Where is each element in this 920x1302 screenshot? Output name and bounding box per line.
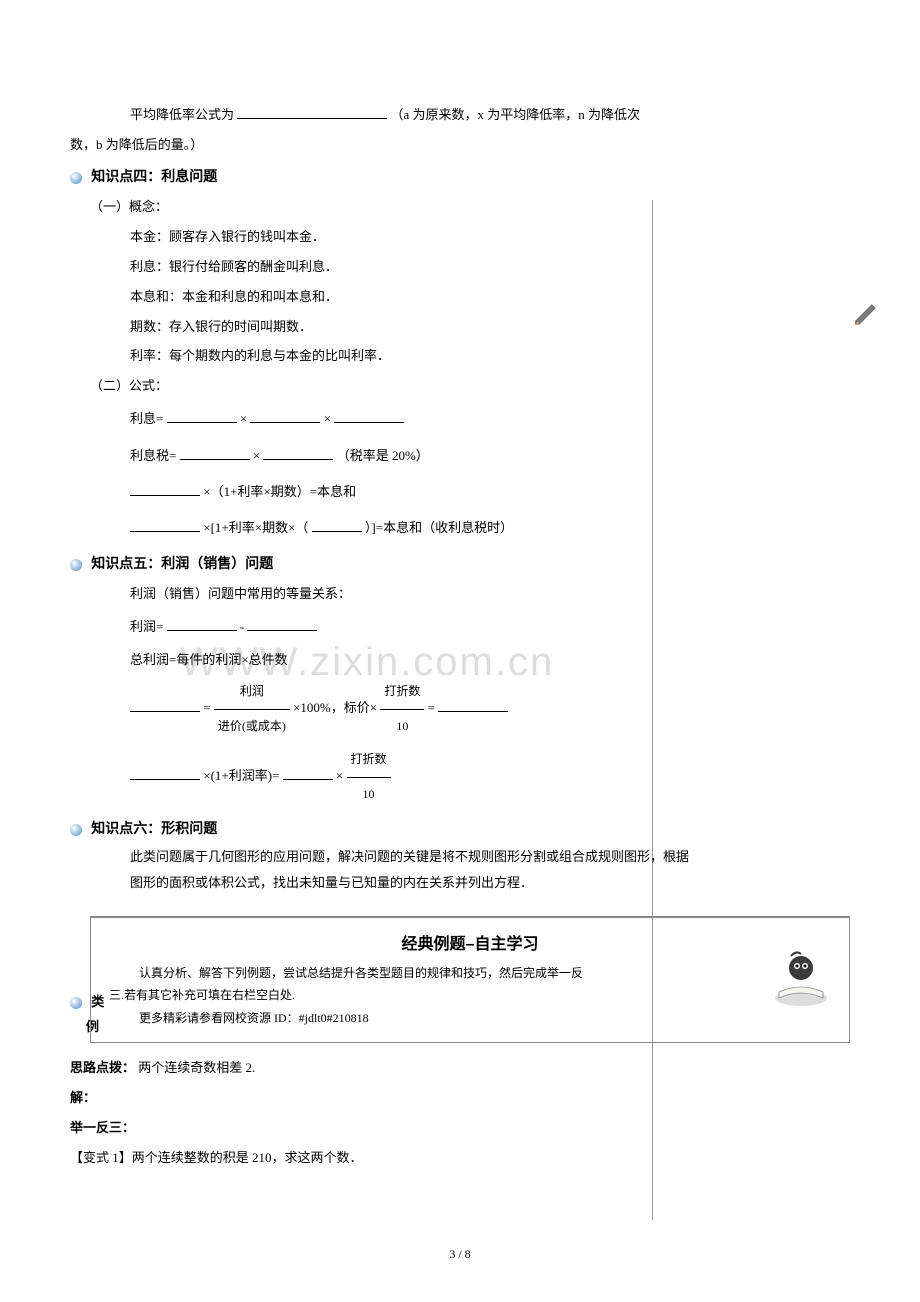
section-4-heading: 知识点四：利息问题 — [70, 160, 850, 192]
text: - — [240, 619, 244, 634]
blank — [130, 483, 200, 496]
denominator: 10 — [347, 778, 391, 812]
paragraph: 利润（销售）问题中常用的等量关系： — [130, 579, 850, 609]
text: ×100%，标价× — [293, 700, 377, 715]
page-number: 3 / 8 — [0, 1247, 920, 1262]
example-title: 经典例题–自主学习 — [109, 930, 831, 954]
blank — [263, 447, 333, 460]
blank — [130, 699, 200, 712]
blank — [130, 767, 200, 780]
formula-tax: 利息税= × （税率是 20%） — [130, 438, 850, 474]
text: × — [324, 411, 331, 426]
denominator: 进价(或成本) — [214, 710, 290, 744]
text: 三.若有其它补充可填在右栏空白处. — [109, 984, 741, 1007]
formula-discount: ×(1+利润率)= × 打折数 10 — [130, 743, 850, 811]
text: 利润= — [130, 619, 163, 634]
paragraph: 本息和：本金和利息的和叫本息和． — [130, 282, 850, 312]
formula-sum2: ×[1+利率×期数×（ ）]=本息和（收利息税时） — [130, 510, 850, 546]
paragraph: 总利润=每件的利润×总件数 — [130, 645, 850, 675]
practice-label: 举一反三： — [70, 1113, 850, 1143]
formula-sum1: ×（1+利率×期数）=本息和 — [130, 474, 850, 510]
blank — [180, 447, 250, 460]
solve-label: 解： — [70, 1083, 850, 1113]
bullet-icon — [70, 824, 82, 836]
intro-line-2: 数，b 为降低后的量。） — [70, 130, 850, 160]
text: ×(1+利润率)= — [203, 768, 279, 783]
example-body: 认真分析、解答下列例题，尝试总结提升各类型题目的规律和技巧，然后完成举一反 三.… — [109, 962, 831, 1030]
example-box: 经典例题–自主学习 认真分析、解答下列例题，尝试总结提升各类型题目的规律和技巧，… — [90, 916, 850, 1043]
text: 平均降低率公式为 — [130, 107, 234, 122]
text: × — [253, 448, 260, 463]
section-title: 知识点六：形积问题 — [91, 820, 217, 836]
text: ）]=本息和（收利息税时） — [365, 520, 513, 535]
blank — [250, 410, 320, 423]
fraction: 打折数 10 — [347, 743, 391, 811]
section-title: 知识点四：利息问题 — [91, 168, 217, 184]
bullet-icon — [70, 172, 82, 184]
blank — [334, 410, 404, 423]
hint-line: 思路点拨： 两个连续奇数相差 2. — [70, 1053, 850, 1083]
paragraph: 利息：银行付给顾客的酬金叫利息． — [130, 252, 850, 282]
text: × — [240, 411, 247, 426]
numerator: 打折数 — [347, 743, 391, 778]
blank — [247, 618, 317, 631]
fraction: 利润 进价(或成本) — [214, 675, 290, 743]
subheading: （二）公式： — [90, 371, 850, 401]
blank — [312, 519, 362, 532]
text: 数，b 为降低后的量。） — [70, 137, 203, 152]
text: ×[1+利率×期数×（ — [203, 520, 308, 535]
pencil-icon — [852, 300, 880, 328]
text: = — [203, 700, 210, 715]
hint-label: 思路点拨： — [70, 1060, 135, 1075]
text: = — [428, 700, 435, 715]
blank — [237, 106, 387, 119]
formula-interest: 利息= × × — [130, 401, 850, 437]
text: （a 为原来数，x 为平均降低率，n 为降低次 — [391, 107, 641, 122]
blank — [283, 767, 333, 780]
bullet-icon — [70, 997, 82, 1009]
variant-text: 【变式 1】两个连续整数的积是 210，求这两个数． — [70, 1143, 850, 1173]
text: （税率是 20%） — [337, 448, 429, 463]
text: ×（1+利率×期数）=本息和 — [203, 484, 356, 499]
subheading: （一）概念： — [90, 192, 850, 222]
paragraph: 利率：每个期数内的利息与本金的比叫利率． — [130, 341, 850, 371]
hint-text: 两个连续奇数相差 2. — [138, 1060, 255, 1075]
text: 利息税= — [130, 448, 176, 463]
numerator: 打折数 — [380, 675, 424, 710]
paragraph: 期数：存入银行的时间叫期数． — [130, 312, 850, 342]
paragraph: 本金：顾客存入银行的钱叫本金． — [130, 222, 850, 252]
text: 认真分析、解答下列例题，尝试总结提升各类型题目的规律和技巧，然后完成举一反 — [139, 962, 741, 985]
formula-profit: 利润= - — [130, 609, 850, 645]
intro-line-1: 平均降低率公式为 （a 为原来数，x 为平均降低率，n 为降低次 — [130, 100, 850, 130]
bullet-icon — [70, 559, 82, 571]
paragraph: 此类问题属于几何图形的应用问题，解决问题的关键是将不规则图形分割或组合成规则图形… — [130, 844, 690, 896]
blank — [130, 519, 200, 532]
fraction: 打折数 10 — [380, 675, 424, 743]
reader-icon — [771, 948, 831, 1008]
section-6-heading: 知识点六：形积问题 — [70, 812, 850, 844]
formula-rate: = 利润 进价(或成本) ×100%，标价× 打折数 10 = — [130, 675, 850, 743]
denominator: 10 — [380, 710, 424, 744]
numerator: 利润 — [214, 675, 290, 710]
section-title: 知识点五：利润（销售）问题 — [91, 555, 273, 571]
text: × — [336, 768, 343, 783]
section-5-heading: 知识点五：利润（销售）问题 — [70, 547, 850, 579]
blank — [438, 699, 508, 712]
text: 更多精彩请参看网校资源 ID：#jdlt0#210818 — [139, 1007, 741, 1030]
blank — [167, 410, 237, 423]
blank — [167, 618, 237, 631]
text: 利息= — [130, 411, 163, 426]
